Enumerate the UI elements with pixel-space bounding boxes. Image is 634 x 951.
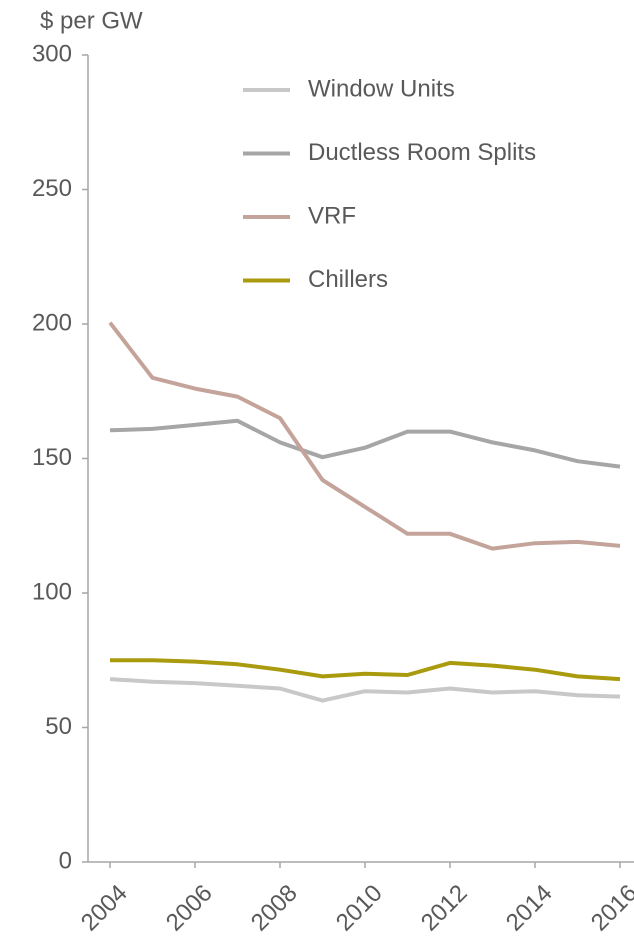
- legend-label: Window Units: [308, 75, 455, 102]
- legend-label: Ductless Room Splits: [308, 139, 536, 166]
- series-line: [109, 418, 621, 469]
- legend-label: VRF: [308, 202, 356, 229]
- y-tick-label: 0: [59, 847, 72, 874]
- y-tick-label: 50: [45, 713, 72, 740]
- x-tick-label: 2004: [76, 880, 133, 937]
- x-tick-label: 2014: [501, 880, 558, 937]
- y-tick-label: 300: [32, 40, 72, 67]
- x-tick-label: 2016: [586, 880, 634, 937]
- x-tick-label: 2012: [416, 880, 473, 937]
- x-tick-label: 2010: [331, 880, 388, 937]
- series-line: [108, 321, 621, 551]
- y-tick-label: 100: [32, 578, 72, 605]
- x-tick-label: 2006: [161, 880, 218, 937]
- y-tick-label: 150: [32, 444, 72, 471]
- series-line: [109, 677, 621, 703]
- series-line: [110, 658, 621, 682]
- x-tick-label: 2008: [246, 880, 303, 937]
- y-axis-label: $ per GW: [40, 7, 143, 34]
- y-tick-label: 250: [32, 175, 72, 202]
- legend-label: Chillers: [308, 266, 388, 293]
- y-tick-label: 200: [32, 309, 72, 336]
